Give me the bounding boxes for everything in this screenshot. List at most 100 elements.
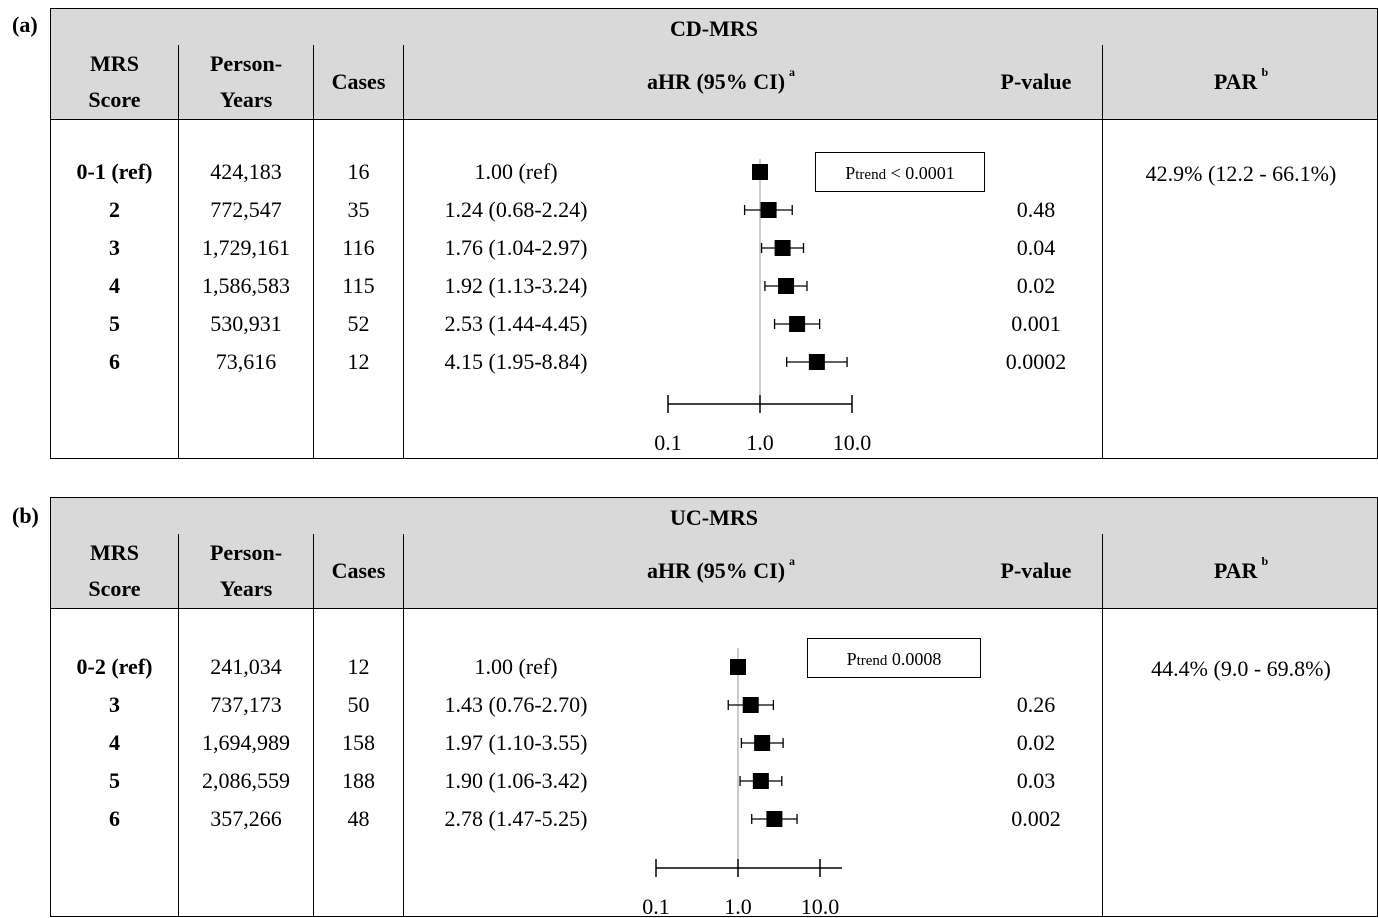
hazard-ratio-point [760, 202, 777, 218]
x-tick-label: 0.1 [642, 894, 670, 918]
row-score: 0-2 (ref) [76, 654, 153, 679]
row-ahr-ci: 1.97 (1.10-3.55) [444, 730, 588, 755]
header-ahr: aHR (95% CI) a [646, 554, 796, 583]
panel-a-header-row [51, 45, 1377, 120]
x-tick-label: 0.1 [654, 430, 682, 455]
panel-a-table: CD-MRS MRS Score Person-Years Cases aHR … [50, 8, 1378, 459]
par-value: 42.9% (12.2 - 66.1%) [1145, 161, 1337, 186]
panel-b-title: UC-MRS [51, 498, 1377, 535]
row-score: 3 [109, 692, 120, 717]
row-cases: 116 [342, 235, 375, 260]
row-person-years: 1,694,989 [202, 730, 290, 755]
row-cases: 35 [347, 197, 370, 222]
header-pvalue: P-value [1000, 69, 1072, 94]
ptrend-box: Ptrend < 0.0001 [815, 152, 985, 192]
hazard-ratio-point [789, 316, 806, 332]
row-ahr-ci: 1.00 (ref) [474, 159, 558, 184]
row-ahr-ci: 2.78 (1.47-5.25) [444, 806, 588, 831]
row-cases: 48 [347, 806, 370, 831]
row-ahr-ci: 1.00 (ref) [474, 654, 558, 679]
row-cases: 188 [342, 768, 375, 793]
header-mrs-score: MRS Score [88, 51, 141, 112]
row-pvalue: 0.04 [1016, 235, 1056, 260]
row-pvalue: 0.03 [1016, 768, 1056, 793]
row-pvalue: 0.002 [1011, 806, 1061, 831]
panel-b-header-row [51, 534, 1377, 609]
row-person-years: 737,173 [210, 692, 282, 717]
row-score: 4 [109, 730, 120, 755]
row-ahr-ci: 2.53 (1.44-4.45) [444, 311, 588, 336]
row-person-years: 2,086,559 [202, 768, 290, 793]
row-pvalue: 0.02 [1016, 730, 1056, 755]
header-person-years: Person-Years [209, 540, 283, 601]
panel-b-tag: (b) [12, 503, 39, 528]
col-divider [1102, 534, 1103, 916]
row-ahr-ci: 1.24 (0.68-2.24) [444, 197, 588, 222]
x-tick-label: 1.0 [746, 430, 774, 455]
row-person-years: 241,034 [210, 654, 282, 679]
col-divider [403, 45, 404, 458]
row-pvalue: 0.48 [1016, 197, 1056, 222]
ptrend-box: Ptrend 0.0008 [807, 638, 981, 678]
x-tick-label: 1.0 [724, 894, 752, 918]
hazard-ratio-point [778, 278, 795, 294]
row-pvalue: 0.26 [1016, 692, 1056, 717]
header-cases: Cases [331, 558, 386, 583]
header-mrs-score: MRS Score [88, 540, 141, 601]
row-score: 2 [109, 197, 120, 222]
hazard-ratio-point [752, 164, 768, 180]
hazard-ratio-point [742, 697, 759, 713]
row-ahr-ci: 1.76 (1.04-2.97) [444, 235, 588, 260]
hazard-ratio-point [752, 773, 769, 789]
panel-a-tag: (a) [12, 12, 38, 37]
hazard-ratio-point [754, 735, 771, 751]
row-ahr-ci: 1.92 (1.13-3.24) [444, 273, 588, 298]
x-tick-label: 10.0 [833, 430, 872, 455]
par-value: 44.4% (9.0 - 69.8%) [1151, 656, 1331, 681]
row-score: 0-1 (ref) [76, 159, 153, 184]
row-person-years: 424,183 [210, 159, 282, 184]
col-divider [313, 45, 314, 458]
hazard-ratio-point [730, 659, 746, 675]
row-pvalue: 0.001 [1011, 311, 1061, 336]
x-tick-label: 10.0 [801, 894, 840, 918]
row-person-years: 357,266 [210, 806, 282, 831]
row-cases: 50 [347, 692, 370, 717]
row-ahr-ci: 1.90 (1.06-3.42) [444, 768, 588, 793]
row-score: 6 [109, 806, 120, 831]
header-person-years: Person-Years [209, 51, 283, 112]
header-ahr: aHR (95% CI) a [646, 65, 796, 94]
forest-plot-a: 0.1 1.0 10.0 [654, 159, 872, 455]
hazard-ratio-point [766, 811, 783, 827]
row-person-years: 772,547 [210, 197, 282, 222]
row-score: 4 [109, 273, 120, 298]
forest-plot-b: 0.1 1.0 10.0 [642, 648, 842, 918]
hazard-ratio-point [808, 354, 825, 370]
panel-b-table: UC-MRS MRS Score Person-Years Cases aHR … [50, 497, 1378, 918]
header-par: PAR b [1213, 554, 1269, 583]
row-person-years: 1,729,161 [202, 235, 290, 260]
row-ahr-ci: 1.43 (0.76-2.70) [444, 692, 588, 717]
header-cases: Cases [331, 69, 386, 94]
col-divider [403, 534, 404, 916]
row-cases: 158 [342, 730, 375, 755]
row-pvalue: 0.02 [1016, 273, 1056, 298]
header-pvalue: P-value [1000, 558, 1072, 583]
row-pvalue: 0.0002 [1005, 349, 1067, 374]
row-ahr-ci: 4.15 (1.95-8.84) [444, 349, 588, 374]
row-cases: 52 [347, 311, 370, 336]
header-par: PAR b [1213, 65, 1269, 94]
row-person-years: 73,616 [215, 349, 277, 374]
row-score: 5 [109, 311, 120, 336]
row-score: 5 [109, 768, 120, 793]
row-cases: 12 [347, 349, 370, 374]
row-score: 6 [109, 349, 120, 374]
col-divider [1102, 45, 1103, 458]
row-person-years: 1,586,583 [202, 273, 290, 298]
row-cases: 12 [347, 654, 370, 679]
col-divider [178, 45, 179, 458]
row-person-years: 530,931 [210, 311, 282, 336]
col-divider [313, 534, 314, 916]
row-cases: 16 [347, 159, 370, 184]
row-cases: 115 [342, 273, 375, 298]
